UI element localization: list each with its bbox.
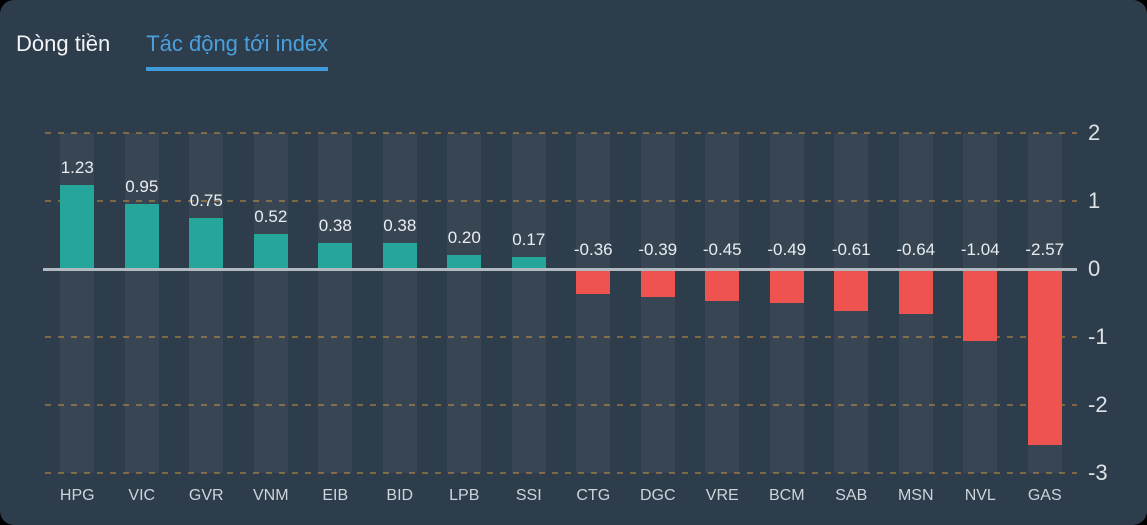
chart-column-VNM: 0.52 (239, 133, 304, 473)
gridline--1 (45, 336, 1077, 338)
value-label-VIC: 0.95 (125, 177, 159, 197)
y-tick--3: -3 (1088, 460, 1108, 485)
value-label-LPB: 0.20 (447, 228, 481, 248)
x-tick-SSI: SSI (515, 487, 542, 504)
y-tick-2: 2 (1088, 120, 1101, 145)
chart-column-BCM: -0.49 (755, 133, 820, 473)
chart-column-CTG: -0.36 (561, 133, 626, 473)
value-label-CTG: -0.36 (573, 240, 613, 259)
column-band (447, 133, 482, 473)
bar-NVL[interactable] (963, 270, 998, 341)
value-label-SAB: -0.61 (831, 240, 871, 259)
zero-line (43, 268, 1077, 271)
y-tick--1: -1 (1088, 324, 1108, 349)
tab-dong-tien[interactable]: Dòng tiền (16, 31, 111, 56)
bar-SSI[interactable] (511, 257, 546, 269)
chart-columns: 1.23 0.95 0.75 0.52 0.38 0.38 0.20 0.17 -0.36 -0.… (45, 133, 1077, 473)
chart-column-GAS: -2.57 (1013, 133, 1078, 473)
column-band (318, 133, 353, 473)
tab-bar: Dòng tiền Tác động tới index (16, 30, 329, 71)
column-band (511, 133, 546, 473)
chart-column-LPB: 0.20 (432, 133, 497, 473)
value-label-EIB: 0.38 (318, 216, 352, 236)
value-label-HPG: 1.23 (60, 158, 94, 178)
gridline--3 (45, 472, 1077, 474)
bar-BCM[interactable] (769, 270, 804, 304)
bar-VIC[interactable] (124, 204, 159, 269)
x-tick-EIB: EIB (322, 487, 349, 504)
value-label-NVL: -1.04 (960, 240, 1000, 259)
chart-column-DGC: -0.39 (626, 133, 691, 473)
chart-column-NVL: -1.04 (948, 133, 1013, 473)
gridline--2 (45, 404, 1077, 406)
value-label-SSI: 0.17 (512, 230, 546, 250)
x-tick-VRE: VRE (705, 487, 739, 504)
value-label-GVR: 0.75 (189, 191, 223, 210)
y-tick-0: 0 (1088, 256, 1101, 281)
chart-column-SAB: -0.61 (819, 133, 884, 473)
bar-MSN[interactable] (898, 270, 933, 314)
chart-column-MSN: -0.64 (884, 133, 949, 473)
chart-plot-area: 1.23 0.95 0.75 0.52 0.38 0.38 0.20 0.17 -0.36 -0.… (43, 132, 1077, 474)
chart-column-SSI: 0.17 (497, 133, 562, 473)
chart-column-BID: 0.38 (368, 133, 433, 473)
chart-column-HPG: 1.23 (45, 133, 110, 473)
x-tick-DGC: DGC (639, 487, 676, 504)
y-tick--2: -2 (1088, 392, 1108, 417)
chart-column-VRE: -0.45 (690, 133, 755, 473)
bar-HPG[interactable] (60, 185, 95, 269)
gridline-2 (45, 132, 1077, 134)
x-tick-CTG: CTG (576, 487, 611, 504)
column-band (705, 133, 740, 473)
x-tick-HPG: HPG (59, 487, 95, 504)
value-label-BCM: -0.49 (767, 240, 807, 259)
column-band (640, 133, 675, 473)
x-tick-NVL: NVL (964, 487, 996, 504)
bar-SAB[interactable] (834, 270, 869, 312)
value-label-MSN: -0.64 (896, 240, 936, 259)
x-tick-VIC: VIC (128, 487, 156, 504)
x-tick-SAB: SAB (835, 487, 868, 504)
x-tick-BCM: BCM (768, 487, 805, 504)
column-band (576, 133, 611, 473)
tab-tac-dong-toi-index[interactable]: Tác động tới index (146, 30, 329, 71)
column-band (382, 133, 417, 473)
bar-VNM[interactable] (253, 233, 288, 269)
bar-LPB[interactable] (447, 255, 482, 269)
bar-GAS[interactable] (1027, 270, 1062, 445)
x-tick-GVR: GVR (188, 487, 224, 504)
column-band (189, 133, 224, 473)
value-label-DGC: -0.39 (638, 240, 678, 259)
bar-CTG[interactable] (576, 270, 611, 295)
bar-DGC[interactable] (640, 270, 675, 297)
chart-column-VIC: 0.95 (110, 133, 175, 473)
chart-column-GVR: 0.75 (174, 133, 239, 473)
bar-EIB[interactable] (318, 243, 353, 269)
bar-VRE[interactable] (705, 270, 740, 301)
value-label-VRE: -0.45 (702, 240, 742, 259)
x-tick-LPB: LPB (449, 487, 480, 504)
gridline-1 (45, 200, 1077, 202)
column-band (60, 133, 95, 473)
x-axis: HPG VIC GVR VNM EIB BID LPB SSI CTG DGC VRE BCM SAB M… (45, 483, 1077, 509)
value-label-BID: 0.38 (383, 216, 417, 236)
column-band (124, 133, 159, 473)
bar-BID[interactable] (382, 243, 417, 269)
value-label-GAS: -2.57 (1025, 240, 1065, 259)
column-band (253, 133, 288, 473)
chart-column-EIB: 0.38 (303, 133, 368, 473)
x-tick-MSN: MSN (897, 487, 934, 504)
x-tick-BID: BID (386, 487, 414, 504)
x-tick-VNM: VNM (252, 487, 289, 504)
x-tick-GAS: GAS (1027, 487, 1062, 504)
value-label-VNM: 0.52 (254, 206, 288, 226)
bar-GVR[interactable] (189, 218, 224, 269)
y-tick-1: 1 (1088, 188, 1101, 213)
